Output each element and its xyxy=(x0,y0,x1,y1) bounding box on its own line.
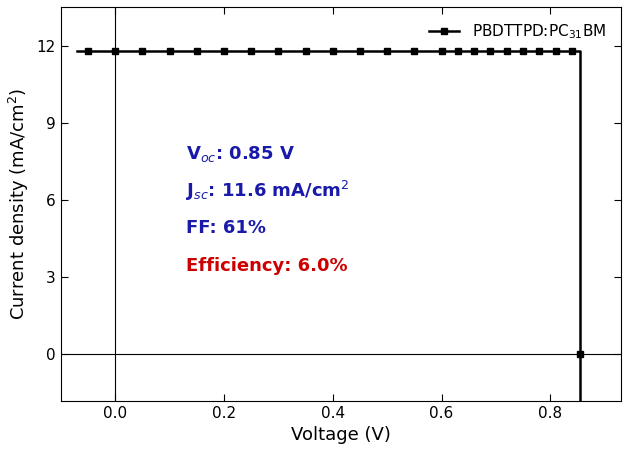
Text: V$_{oc}$: 0.85 V: V$_{oc}$: 0.85 V xyxy=(186,143,295,164)
X-axis label: Voltage (V): Voltage (V) xyxy=(291,426,391,444)
Text: FF: 61%: FF: 61% xyxy=(186,219,266,237)
Text: J$_{sc}$: 11.6 mA/cm$^{2}$: J$_{sc}$: 11.6 mA/cm$^{2}$ xyxy=(186,179,349,203)
Legend: PBDTTPD:PC$_{31}$BM: PBDTTPD:PC$_{31}$BM xyxy=(421,14,614,49)
Text: Efficiency: 6.0%: Efficiency: 6.0% xyxy=(186,257,347,275)
Y-axis label: Current density (mA/cm$^2$): Current density (mA/cm$^2$) xyxy=(7,87,31,320)
